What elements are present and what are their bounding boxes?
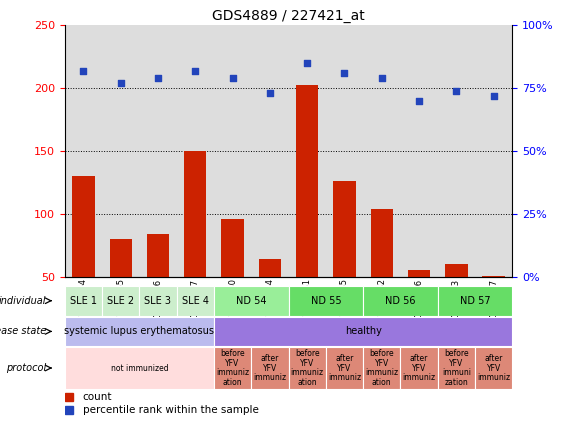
Bar — [251, 25, 288, 277]
Bar — [408, 269, 430, 340]
Bar — [370, 209, 393, 340]
Bar — [363, 25, 400, 277]
Bar — [177, 286, 214, 316]
Text: SLE 4: SLE 4 — [182, 296, 209, 306]
Text: before
YFV
immuniz
ation: before YFV immuniz ation — [365, 349, 399, 387]
Point — [191, 67, 200, 74]
Bar — [289, 286, 363, 316]
Text: SLE 3: SLE 3 — [145, 296, 172, 306]
Text: before
YFV
immuniz
ation: before YFV immuniz ation — [216, 349, 249, 387]
Bar — [445, 264, 467, 340]
Text: count: count — [83, 392, 112, 402]
Text: ND 55: ND 55 — [311, 296, 341, 306]
Bar — [363, 286, 438, 316]
Text: percentile rank within the sample: percentile rank within the sample — [83, 405, 258, 415]
Bar — [333, 181, 356, 340]
Text: systemic lupus erythematosus: systemic lupus erythematosus — [64, 327, 215, 336]
Bar — [65, 25, 102, 277]
Bar — [258, 259, 281, 340]
Text: ND 56: ND 56 — [385, 296, 415, 306]
Text: not immunized: not immunized — [110, 363, 168, 373]
Bar — [140, 286, 177, 316]
Bar — [102, 286, 140, 316]
Bar — [214, 286, 289, 316]
Bar — [214, 25, 251, 277]
Bar — [72, 176, 95, 340]
Bar — [221, 219, 244, 340]
Bar — [326, 347, 363, 389]
Bar — [102, 25, 139, 277]
Title: GDS4889 / 227421_at: GDS4889 / 227421_at — [212, 9, 365, 23]
Point — [303, 60, 312, 66]
Point — [489, 93, 498, 99]
Bar — [363, 347, 400, 389]
Bar — [326, 25, 363, 277]
Text: before
YFV
immuniz
ation: before YFV immuniz ation — [291, 349, 324, 387]
Text: ND 57: ND 57 — [460, 296, 490, 306]
Bar — [65, 286, 102, 316]
Text: individual: individual — [0, 296, 47, 306]
Bar — [296, 85, 319, 340]
Text: after
YFV
immuniz: after YFV immuniz — [403, 354, 436, 382]
Bar — [289, 347, 326, 389]
Bar — [65, 347, 214, 389]
Bar — [438, 347, 475, 389]
Text: after
YFV
immuniz: after YFV immuniz — [477, 354, 510, 382]
Text: ND 54: ND 54 — [236, 296, 266, 306]
Text: SLE 1: SLE 1 — [70, 296, 97, 306]
Point — [377, 75, 386, 82]
Point — [79, 67, 88, 74]
Point — [265, 90, 274, 97]
Bar — [147, 234, 169, 340]
Bar — [475, 25, 512, 277]
Text: disease state: disease state — [0, 327, 47, 336]
Point — [228, 75, 237, 82]
Bar — [65, 317, 214, 346]
Text: healthy: healthy — [345, 327, 382, 336]
Bar — [400, 25, 438, 277]
Point — [154, 75, 163, 82]
Text: after
YFV
immuniz: after YFV immuniz — [253, 354, 287, 382]
Bar — [482, 276, 505, 340]
Bar — [140, 25, 177, 277]
Bar — [289, 25, 326, 277]
Point — [414, 98, 423, 104]
Bar — [109, 239, 132, 340]
Point — [452, 88, 461, 94]
Point — [116, 80, 125, 87]
Bar — [438, 286, 512, 316]
Bar — [177, 25, 214, 277]
Bar — [184, 151, 207, 340]
Text: protocol: protocol — [6, 363, 47, 373]
Bar — [475, 347, 512, 389]
Bar — [214, 347, 251, 389]
Bar — [251, 347, 288, 389]
Point — [340, 70, 349, 77]
Bar — [438, 25, 475, 277]
Bar — [400, 347, 438, 389]
Text: before
YFV
immuni
zation: before YFV immuni zation — [442, 349, 471, 387]
Text: SLE 2: SLE 2 — [107, 296, 134, 306]
Bar — [214, 317, 512, 346]
Text: after
YFV
immuniz: after YFV immuniz — [328, 354, 361, 382]
